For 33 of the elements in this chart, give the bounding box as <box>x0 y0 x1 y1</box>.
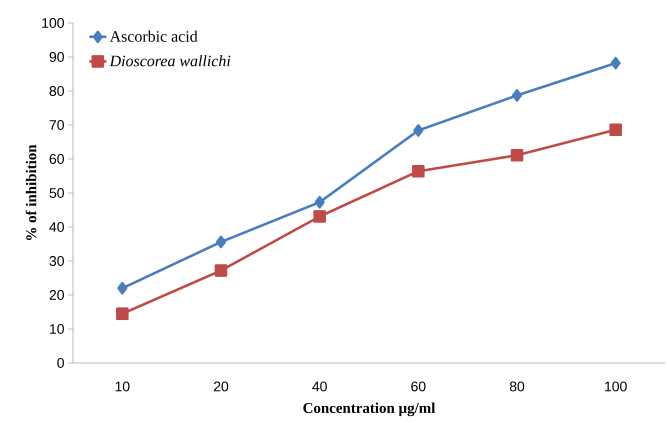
y-tick-label: 70 <box>50 120 64 130</box>
point <box>313 210 326 223</box>
x-tick-label: 20 <box>214 382 228 392</box>
y-tick-label: 30 <box>49 256 64 266</box>
point <box>314 196 325 208</box>
y-tick-label: 20 <box>50 290 64 300</box>
x-tick-label: 100 <box>605 382 627 392</box>
point <box>512 89 522 102</box>
point <box>214 264 228 277</box>
legend-label: Dioscorea wallichi <box>109 55 230 66</box>
y-tick-label: 50 <box>50 188 64 198</box>
y-tick-label: 60 <box>50 154 64 164</box>
point <box>412 164 425 178</box>
point <box>610 56 621 70</box>
point <box>510 148 524 162</box>
point <box>413 124 424 137</box>
y-axis-title: % of inhibition <box>26 144 36 240</box>
y-tick-label: 0 <box>57 358 64 368</box>
x-tick-label: 40 <box>312 382 327 392</box>
y-tick-label: 10 <box>50 324 64 334</box>
x-tick-label: 80 <box>510 382 524 392</box>
point <box>116 307 129 320</box>
y-tick-label: 80 <box>50 86 64 96</box>
x-tick-label: 60 <box>411 382 426 392</box>
legend-label: Ascorbic acid <box>110 30 198 42</box>
y-tick-label: 40 <box>49 222 64 232</box>
point <box>609 123 622 136</box>
point <box>216 236 226 248</box>
x-tick-label: 10 <box>116 382 130 392</box>
point <box>117 282 128 294</box>
y-tick-label: 100 <box>42 18 64 28</box>
x-axis-title: Concentration µg/ml <box>303 402 436 416</box>
y-tick-label: 90 <box>50 52 64 62</box>
